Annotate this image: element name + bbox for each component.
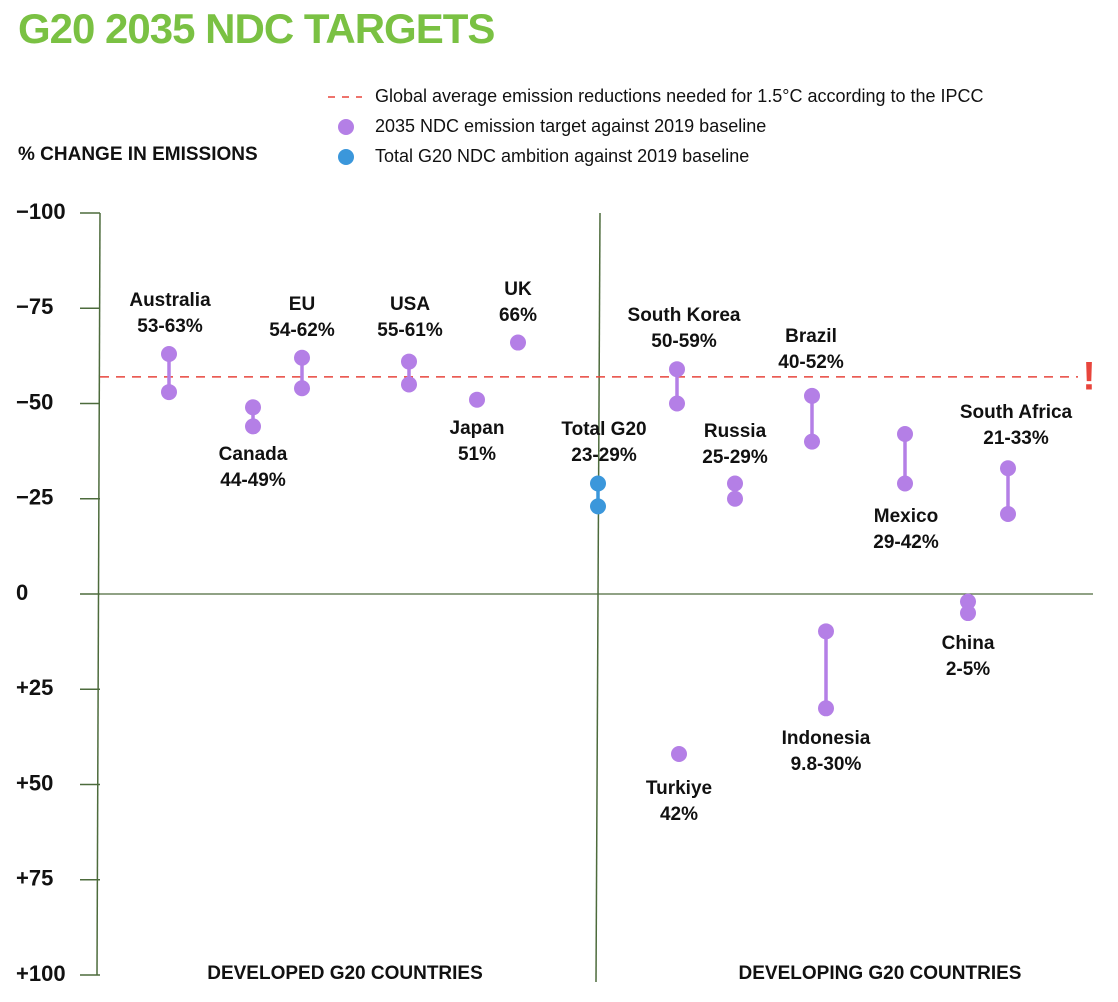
- dot: [590, 498, 606, 515]
- y-tick-label: −25: [16, 485, 53, 510]
- dot: [161, 345, 177, 362]
- dot: [669, 395, 685, 412]
- point-name: Total G20: [561, 419, 646, 440]
- y-tick-label: +25: [16, 675, 53, 700]
- point-value-label: 21-33%: [983, 428, 1049, 449]
- point-name: Indonesia: [782, 728, 871, 749]
- dot: [897, 425, 913, 442]
- dot: [469, 391, 485, 408]
- point-value-label: 23-29%: [571, 445, 637, 466]
- y-tick-label: −50: [16, 389, 53, 414]
- group-label: DEVELOPING G20 COUNTRIES: [739, 963, 1022, 984]
- point-value-label: 51%: [458, 444, 496, 465]
- legend-swatch: [338, 119, 354, 135]
- point-name: Russia: [704, 421, 767, 442]
- dot: [960, 605, 976, 622]
- point-value-label: 25-29%: [702, 447, 768, 468]
- point-name: Brazil: [785, 326, 837, 347]
- group-divider: [595, 212, 601, 983]
- y-tick-label: +100: [16, 961, 66, 986]
- dot: [818, 700, 834, 717]
- dot: [804, 387, 820, 404]
- legend-label: Total G20 NDC ambition against 2019 base…: [375, 146, 749, 166]
- dot: [401, 353, 417, 370]
- y-tick-label: −100: [16, 199, 66, 224]
- point-value-label: 53-63%: [137, 316, 203, 337]
- point-value-label: 55-61%: [377, 320, 443, 341]
- point-name: South Korea: [628, 305, 741, 326]
- chart-title: G20 2035 NDC TARGETS: [18, 5, 494, 52]
- point-name: UK: [504, 279, 532, 300]
- dot: [669, 361, 685, 378]
- dot: [590, 475, 606, 492]
- group-label: DEVELOPED G20 COUNTRIES: [207, 963, 483, 984]
- point-value-label: 54-62%: [269, 320, 335, 341]
- dot: [671, 746, 687, 763]
- y-tick-label: +75: [16, 866, 53, 891]
- point-name: USA: [390, 294, 430, 315]
- dot: [401, 376, 417, 393]
- point-value-label: 2-5%: [946, 659, 990, 680]
- point-name: EU: [289, 294, 315, 315]
- point-value-label: 50-59%: [651, 331, 717, 352]
- point-value-label: 44-49%: [220, 470, 286, 491]
- point-name: Mexico: [874, 506, 938, 527]
- y-tick-label: 0: [16, 580, 28, 605]
- point-name: Turkiye: [646, 778, 712, 799]
- y-tick-label: +50: [16, 770, 53, 795]
- point-name: China: [942, 633, 995, 654]
- y-tick-label: −75: [16, 294, 53, 319]
- point-value-label: 9.8-30%: [791, 754, 862, 775]
- reference-marker: !: [1082, 354, 1095, 398]
- dot: [245, 399, 261, 416]
- dot: [161, 384, 177, 401]
- point-name: South Africa: [960, 402, 1073, 423]
- legend-label: Global average emission reductions neede…: [375, 86, 984, 106]
- point-name: Canada: [219, 444, 288, 465]
- dot: [1000, 460, 1016, 477]
- dot: [1000, 505, 1016, 522]
- dot: [818, 623, 834, 640]
- dot: [960, 593, 976, 610]
- point-name: Japan: [450, 418, 505, 439]
- point-name: Australia: [129, 290, 211, 311]
- y-axis-label: % CHANGE IN EMISSIONS: [18, 144, 258, 165]
- dot: [510, 334, 526, 351]
- dot: [897, 475, 913, 492]
- dot: [727, 490, 743, 507]
- dot: [294, 349, 310, 366]
- point-value-label: 40-52%: [778, 352, 844, 373]
- dot: [804, 433, 820, 450]
- point-value-label: 29-42%: [873, 532, 939, 553]
- legend-swatch: [338, 149, 354, 165]
- point-value-label: 42%: [660, 804, 698, 825]
- dot: [294, 380, 310, 397]
- point-value-label: 66%: [499, 305, 537, 326]
- dot: [727, 475, 743, 492]
- dot: [245, 418, 261, 435]
- legend-label: 2035 NDC emission target against 2019 ba…: [375, 116, 766, 136]
